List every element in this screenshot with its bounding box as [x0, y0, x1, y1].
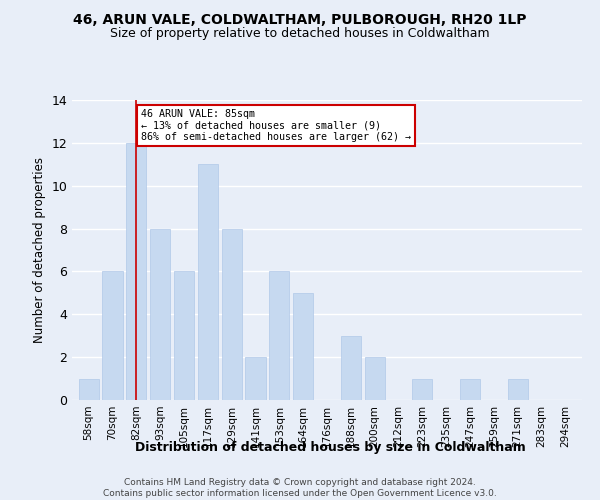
Bar — [245, 357, 266, 400]
Bar — [150, 228, 170, 400]
Bar — [198, 164, 218, 400]
Bar — [508, 378, 528, 400]
Text: Size of property relative to detached houses in Coldwaltham: Size of property relative to detached ho… — [110, 28, 490, 40]
Bar — [103, 272, 122, 400]
Bar — [79, 378, 99, 400]
Text: Contains HM Land Registry data © Crown copyright and database right 2024.
Contai: Contains HM Land Registry data © Crown c… — [103, 478, 497, 498]
Bar — [174, 272, 194, 400]
Bar — [341, 336, 361, 400]
Text: 46 ARUN VALE: 85sqm
← 13% of detached houses are smaller (9)
86% of semi-detache: 46 ARUN VALE: 85sqm ← 13% of detached ho… — [141, 108, 411, 142]
Bar — [221, 228, 242, 400]
Bar — [126, 143, 146, 400]
Bar — [293, 293, 313, 400]
Bar — [269, 272, 289, 400]
Y-axis label: Number of detached properties: Number of detached properties — [33, 157, 46, 343]
Bar — [460, 378, 480, 400]
Bar — [365, 357, 385, 400]
Bar — [412, 378, 433, 400]
Text: 46, ARUN VALE, COLDWALTHAM, PULBOROUGH, RH20 1LP: 46, ARUN VALE, COLDWALTHAM, PULBOROUGH, … — [73, 12, 527, 26]
Text: Distribution of detached houses by size in Coldwaltham: Distribution of detached houses by size … — [134, 441, 526, 454]
